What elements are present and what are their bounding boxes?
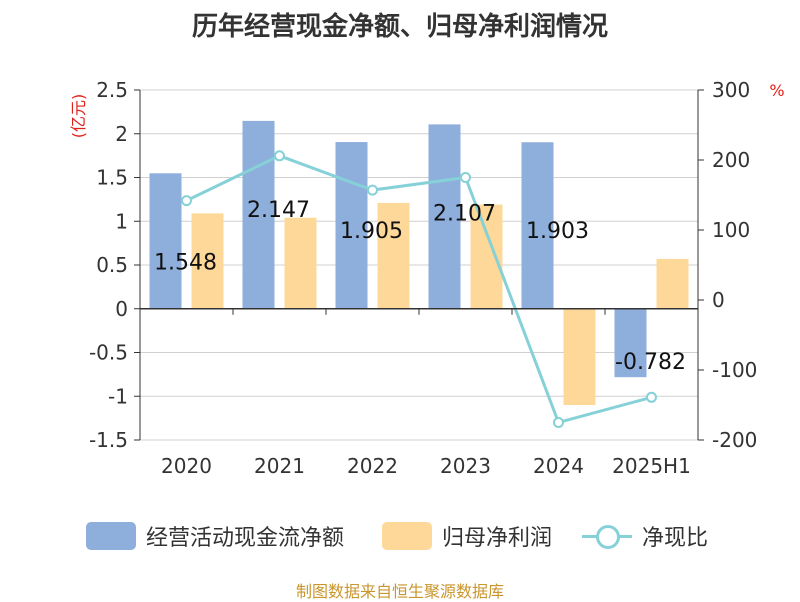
legend-item-net-profit[interactable]: 归母净利润 xyxy=(382,516,552,556)
right-tick-label: -100 xyxy=(712,358,757,382)
legend-swatch-net-profit xyxy=(382,522,432,550)
bar-net-profit xyxy=(377,202,410,309)
data-label-cashflow: 1.905 xyxy=(340,219,403,244)
bar-net-profit xyxy=(191,213,224,309)
category-label: 2025H1 xyxy=(612,454,691,478)
left-tick-label: 2.5 xyxy=(96,78,128,102)
legend-swatch-cashflow xyxy=(86,522,136,550)
category-label: 2020 xyxy=(161,454,212,478)
ratio-point xyxy=(553,417,564,428)
legend: 经营活动现金流净额 归母净利润 净现比 xyxy=(0,516,800,556)
bars xyxy=(149,120,689,405)
data-label-cashflow: 2.107 xyxy=(433,201,496,226)
ratio-point xyxy=(181,195,192,207)
source-note: 制图数据来自恒生聚源数据库 xyxy=(295,582,504,601)
left-tick-label: 1.5 xyxy=(96,166,128,190)
right-tick-label: 0 xyxy=(712,288,725,312)
bar-net-profit xyxy=(656,258,689,309)
category-label: 2023 xyxy=(440,454,491,478)
axes: 2.5 2 1.5 1 0.5 0 -0.5 -1 -1.5 300 200 100 0 -100 -200… xyxy=(69,78,785,478)
right-tick-label: 300 xyxy=(712,78,750,102)
ratio-point xyxy=(460,172,471,183)
category-label: 2022 xyxy=(347,454,398,478)
ratio-point xyxy=(646,391,657,403)
left-tick-label: 2 xyxy=(115,122,128,146)
bar-cashflow xyxy=(335,142,368,309)
right-tick-label: 100 xyxy=(712,218,750,242)
bar-net-profit xyxy=(470,204,503,309)
legend-label-net-profit: 归母净利润 xyxy=(442,526,553,551)
bar-net-profit xyxy=(563,308,596,405)
data-label-cashflow: -0.782 xyxy=(615,350,686,375)
left-tick-label: -1.5 xyxy=(89,428,128,452)
chart-canvas: 1.548 2.147 1.905 2.107 1.903 -0.782 2.5 2 1.5 1… xyxy=(69,78,785,478)
left-tick-label: 1 xyxy=(115,209,128,233)
legend-item-cashflow[interactable]: 经营活动现金流净额 xyxy=(86,516,344,556)
left-tick-label: -0.5 xyxy=(89,341,128,365)
left-tick-label: 0 xyxy=(115,297,128,321)
bar-cashflow xyxy=(242,120,275,309)
bar-net-profit xyxy=(284,217,317,309)
legend-label-cashflow: 经营活动现金流净额 xyxy=(146,526,345,551)
right-unit-label: % xyxy=(769,81,784,100)
bar-cashflow xyxy=(614,308,647,378)
legend-swatch-ratio xyxy=(582,522,632,550)
data-label-cashflow: 1.903 xyxy=(526,219,589,244)
gridlines xyxy=(140,89,698,441)
ratio-point xyxy=(367,184,378,196)
category-label: 2021 xyxy=(254,454,305,478)
left-unit-label: (亿元) xyxy=(69,94,88,139)
left-tick-label: -1 xyxy=(108,384,128,408)
ratio-line-path xyxy=(185,154,652,425)
bar-cashflow xyxy=(428,124,461,309)
data-label-cashflow: 2.147 xyxy=(247,198,310,223)
legend-label-ratio: 净现比 xyxy=(642,526,709,551)
right-tick-label: 200 xyxy=(712,148,750,172)
bar-cashflow xyxy=(521,142,554,309)
chart-title: 历年经营现金净额、归母净利润情况 xyxy=(191,12,608,42)
data-labels: 1.548 2.147 1.905 2.107 1.903 -0.782 xyxy=(154,198,686,375)
right-tick-label: -200 xyxy=(712,428,757,452)
legend-item-ratio[interactable]: 净现比 xyxy=(582,516,708,556)
left-tick-label: 0.5 xyxy=(96,253,128,277)
data-label-cashflow: 1.548 xyxy=(154,250,217,275)
category-label: 2024 xyxy=(533,454,584,478)
ratio-point xyxy=(274,150,285,162)
bar-cashflow xyxy=(149,173,182,309)
ratio-line xyxy=(181,150,657,428)
